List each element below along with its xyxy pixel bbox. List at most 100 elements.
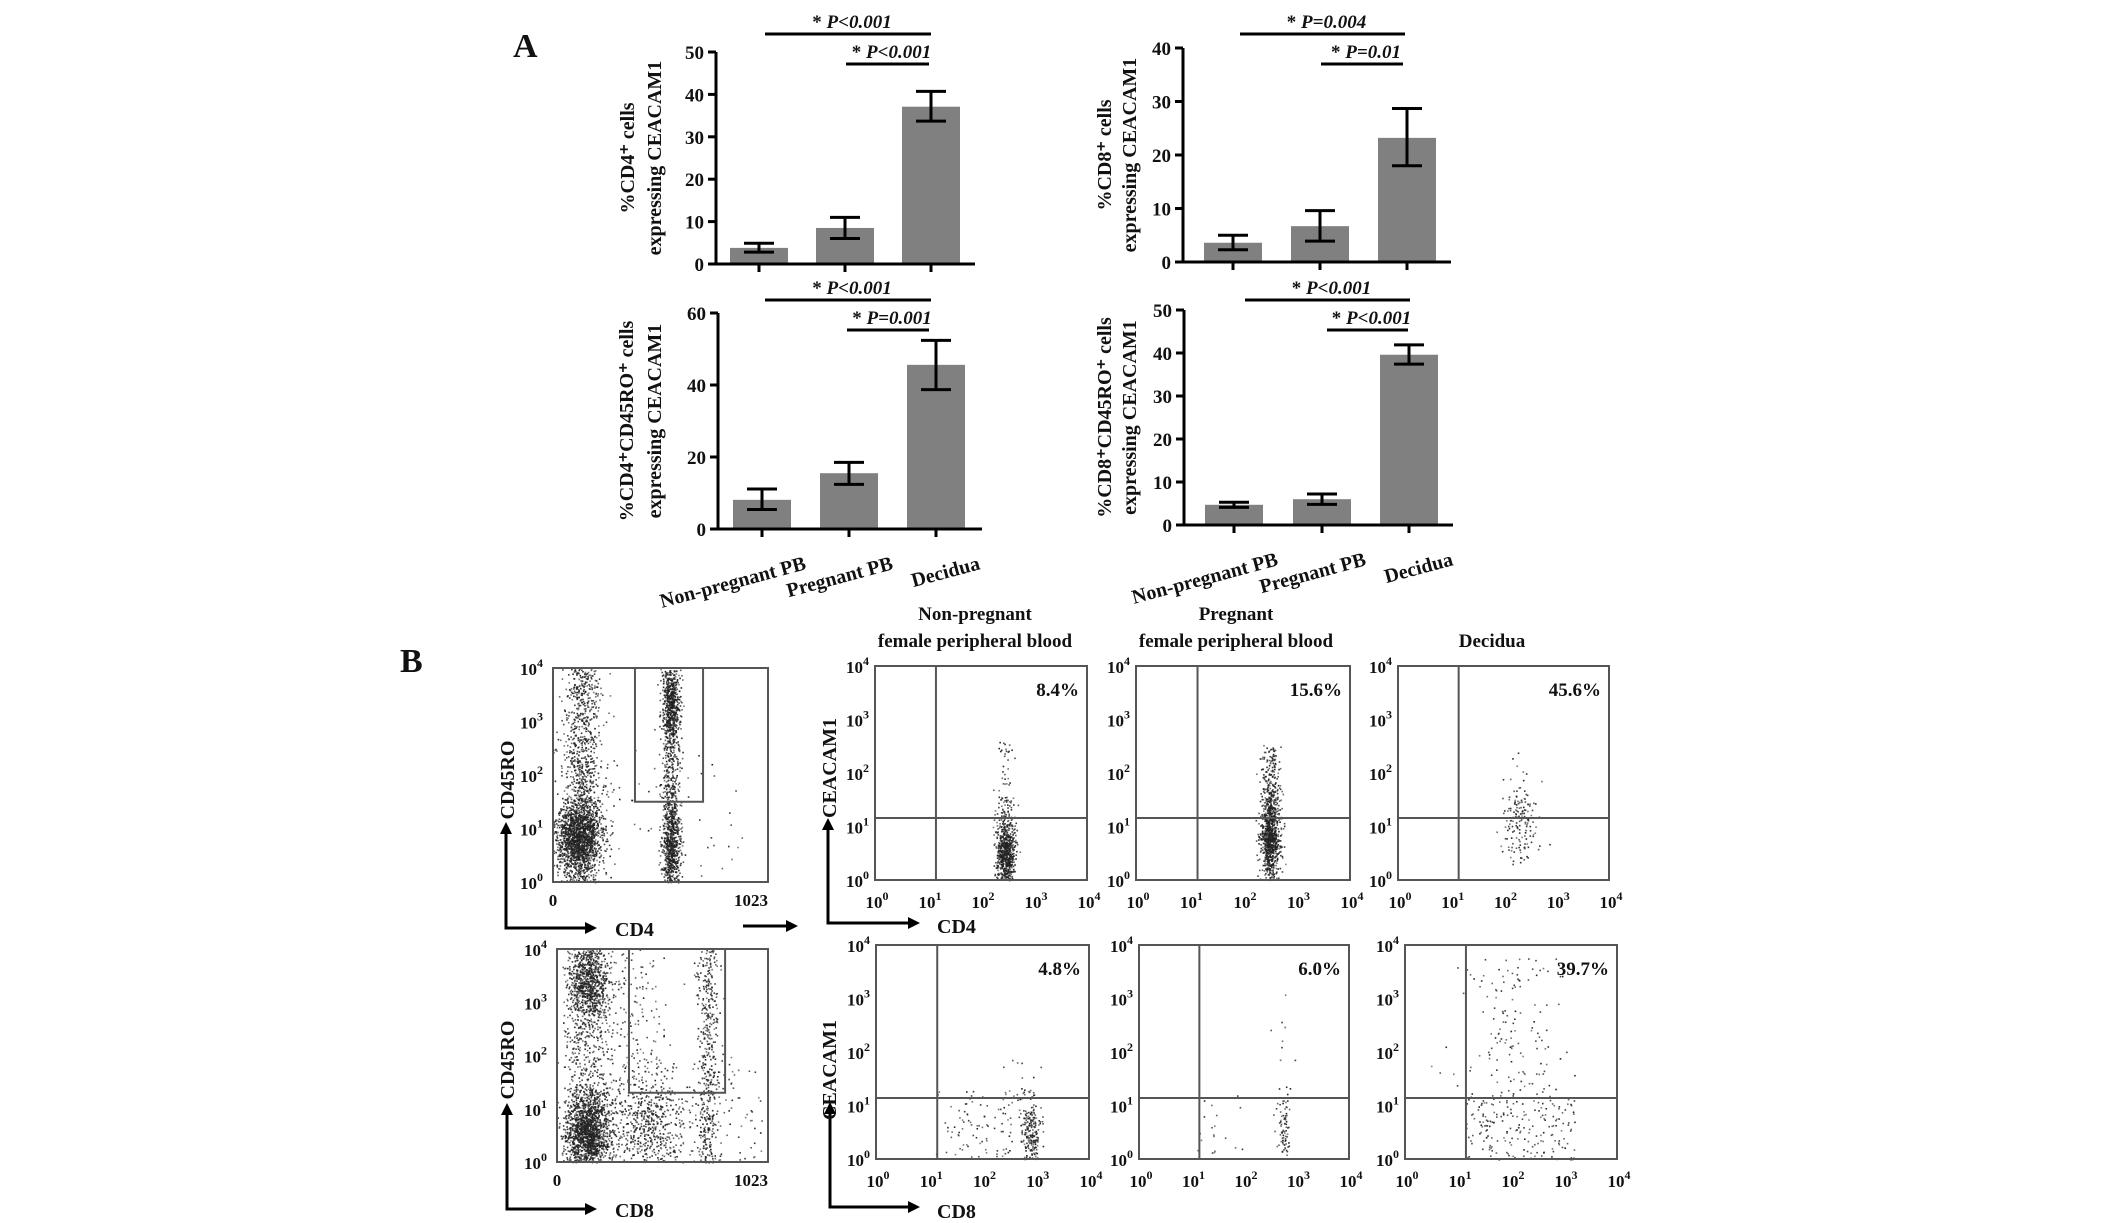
y-tick-label: 10	[1152, 200, 1171, 221]
event-dot	[584, 871, 586, 874]
event-dot	[590, 746, 592, 748]
event-dot	[583, 841, 585, 844]
event-dot	[677, 764, 679, 767]
event-dot	[587, 692, 590, 695]
error-bar	[1305, 209, 1335, 243]
event-dot	[667, 785, 669, 787]
event-dot	[680, 838, 682, 840]
event-dot	[597, 843, 600, 846]
event-dot	[590, 871, 592, 873]
event-dot	[668, 856, 670, 858]
event-dot	[659, 785, 661, 787]
y-tick-label: 20	[687, 448, 706, 469]
event-dot	[602, 1082, 605, 1085]
event-dot	[592, 814, 594, 816]
event-dot	[584, 839, 586, 841]
event-dot	[570, 841, 572, 844]
event-dot	[594, 1131, 596, 1134]
event-dot	[678, 698, 681, 701]
event-dot	[565, 853, 568, 856]
event-dot	[584, 691, 587, 694]
error-bar	[1394, 343, 1424, 366]
event-dot	[666, 846, 669, 849]
event-dot	[562, 1150, 565, 1153]
event-dot	[572, 802, 575, 805]
event-dot	[668, 842, 671, 845]
event-dot	[592, 1144, 594, 1146]
event-dot	[678, 747, 680, 750]
event-dot	[596, 841, 599, 843]
event-dot	[589, 688, 591, 690]
event-dot	[582, 869, 585, 872]
event-dot	[582, 856, 585, 858]
event-dot	[668, 876, 671, 878]
event-dot	[580, 1109, 582, 1112]
event-dot	[567, 857, 569, 859]
event-dot	[565, 828, 568, 831]
event-dot	[669, 748, 672, 750]
event-dot	[569, 746, 572, 748]
event-dot	[575, 782, 578, 784]
y-tick-label: 60	[687, 304, 706, 325]
event-dot	[595, 1143, 598, 1146]
event-dot	[574, 725, 576, 728]
event-dot	[566, 848, 568, 851]
event-dot	[572, 749, 575, 751]
event-dot	[673, 694, 675, 697]
event-dot	[555, 820, 557, 822]
event-dot	[573, 690, 576, 693]
event-dot	[677, 878, 679, 881]
event-dot	[571, 844, 573, 847]
event-dot	[579, 704, 582, 707]
event-dot	[665, 733, 668, 736]
event-dot	[588, 867, 590, 870]
event-dot	[562, 723, 565, 726]
event-dot	[567, 831, 570, 834]
event-dot	[673, 770, 675, 772]
event-dot	[571, 809, 574, 811]
event-dot	[669, 697, 672, 700]
event-dot	[559, 851, 562, 853]
event-dot	[560, 849, 563, 851]
event-dot	[672, 678, 674, 681]
event-dot	[670, 787, 673, 789]
event-dot	[591, 781, 593, 783]
event-dot	[681, 757, 684, 760]
event-dot	[598, 861, 601, 863]
event-dot	[592, 829, 595, 832]
event-dot	[670, 848, 672, 850]
event-dot	[578, 810, 581, 813]
event-dot	[594, 828, 596, 831]
event-dot	[561, 842, 564, 844]
event-dot	[576, 792, 579, 794]
event-dot	[576, 685, 579, 688]
event-dot	[572, 844, 574, 847]
event-dot	[669, 867, 672, 870]
event-dot	[567, 721, 570, 724]
event-dot	[668, 766, 671, 768]
event-dot	[587, 700, 590, 703]
event-dot	[582, 834, 585, 837]
event-dot	[594, 851, 597, 853]
event-dot	[576, 757, 579, 760]
event-dot	[671, 861, 674, 864]
event-dot	[586, 754, 589, 756]
event-dot	[567, 766, 569, 768]
event-dot	[674, 769, 677, 771]
event-dot	[664, 729, 667, 732]
event-dot	[584, 775, 586, 777]
event-dot	[583, 723, 586, 726]
event-dot	[580, 1155, 583, 1158]
event-dot	[569, 828, 572, 830]
event-dot	[671, 836, 673, 838]
event-dot	[590, 835, 593, 838]
event-dot	[586, 856, 589, 859]
event-dot	[663, 776, 666, 779]
event-dot	[589, 785, 592, 788]
event-dot	[674, 791, 677, 793]
event-dot	[665, 757, 667, 759]
event-dot	[564, 811, 567, 814]
event-dot	[675, 813, 678, 815]
event-dot	[663, 703, 666, 705]
event-dot	[727, 845, 730, 848]
